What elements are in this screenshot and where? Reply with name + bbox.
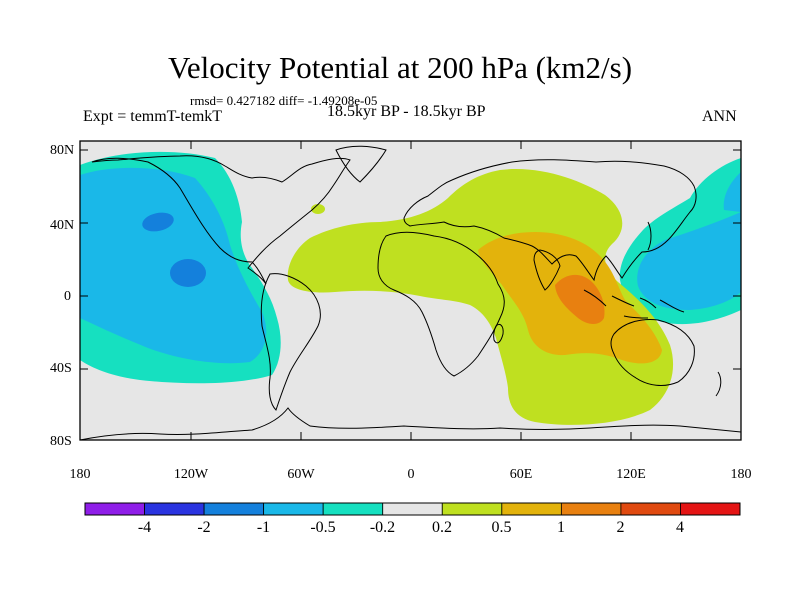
colorbar-swatch bbox=[501, 502, 562, 516]
colorbar-label: 4 bbox=[676, 519, 684, 536]
contour-pacific-strong-negative-north bbox=[142, 212, 174, 232]
colorbar-swatch bbox=[560, 502, 622, 516]
contour-northeast-weak-negative bbox=[723, 172, 741, 212]
coastline-madagascar bbox=[493, 323, 504, 344]
lat-label-40s: 40S bbox=[50, 361, 72, 376]
coastline-japan bbox=[647, 221, 652, 251]
lat-label-40n: 40N bbox=[50, 218, 75, 233]
lat-label-80n: 80N bbox=[50, 143, 75, 158]
colorbar-label: 0.5 bbox=[491, 519, 512, 536]
colorbar-label: -4 bbox=[137, 519, 152, 536]
lon-label-120w: 120W bbox=[173, 467, 209, 482]
coastline-new-zealand bbox=[715, 371, 722, 397]
coastline-antarctica bbox=[80, 407, 741, 440]
coastline-greenland bbox=[335, 145, 387, 183]
colorbar-swatch bbox=[144, 502, 205, 516]
colorbar-label: -2 bbox=[197, 519, 211, 536]
lon-label-120e: 120E bbox=[616, 467, 646, 482]
colorbar-swatch bbox=[382, 502, 443, 516]
contour-indian-strong-positive bbox=[555, 274, 605, 324]
contour-west-pacific-moderate-negative bbox=[637, 212, 741, 310]
lon-label-0: 0 bbox=[407, 467, 415, 482]
coastline-australia bbox=[610, 319, 695, 386]
colorbar-label: -0.5 bbox=[310, 519, 336, 536]
colorbar-swatch bbox=[203, 502, 265, 516]
rmsd-diff-stats: rmsd= 0.427182 diff= -1.49208e-05 bbox=[190, 93, 378, 108]
colorbar-label: 0.2 bbox=[432, 519, 452, 536]
colorbar-label: 1 bbox=[557, 519, 565, 536]
lon-label-60w: 60W bbox=[287, 467, 315, 482]
contour-indian-weak-positive bbox=[287, 169, 674, 425]
colorbar-swatch bbox=[263, 502, 324, 516]
colorbar-swatch bbox=[441, 502, 503, 516]
colorbar-swatch bbox=[680, 502, 741, 516]
contour-pacific-strong-negative-south bbox=[170, 259, 206, 287]
colorbar bbox=[84, 502, 741, 516]
period-label: 18.5kyr BP - 18.5kyr BP bbox=[327, 103, 486, 120]
coastline-north-america bbox=[91, 155, 351, 285]
experiment-label: Expt = temmT-temkT bbox=[83, 108, 223, 125]
lat-label-80s: 80S bbox=[50, 434, 72, 449]
season-label: ANN bbox=[702, 108, 737, 125]
colorbar-swatch bbox=[322, 502, 384, 516]
contour-fill-layer bbox=[80, 141, 741, 440]
axis-ticks bbox=[80, 141, 741, 441]
colorbar-frame bbox=[84, 502, 741, 516]
lon-label-60e: 60E bbox=[509, 467, 533, 482]
coastline-eurasia bbox=[403, 159, 697, 282]
colorbar-swatch bbox=[620, 502, 681, 516]
coastline-india bbox=[533, 249, 561, 291]
colorbar-label: 2 bbox=[616, 519, 625, 536]
lon-label-180e: 180 bbox=[730, 467, 752, 482]
lon-label-180w: 180 bbox=[69, 467, 91, 482]
colorbar-label: -0.2 bbox=[369, 519, 396, 536]
colorbar-label: -1 bbox=[256, 519, 271, 536]
lat-label-0: 0 bbox=[64, 289, 71, 304]
coastline-indonesia bbox=[583, 289, 685, 319]
colorbar-swatch bbox=[84, 502, 145, 516]
coastlines bbox=[80, 145, 741, 440]
coastline-south-america bbox=[260, 273, 321, 411]
map-title: Velocity Potential at 200 hPa (km2/s) bbox=[167, 50, 633, 85]
coastline-africa bbox=[377, 231, 505, 377]
contour-north-atlantic-weak-positive bbox=[311, 204, 325, 214]
